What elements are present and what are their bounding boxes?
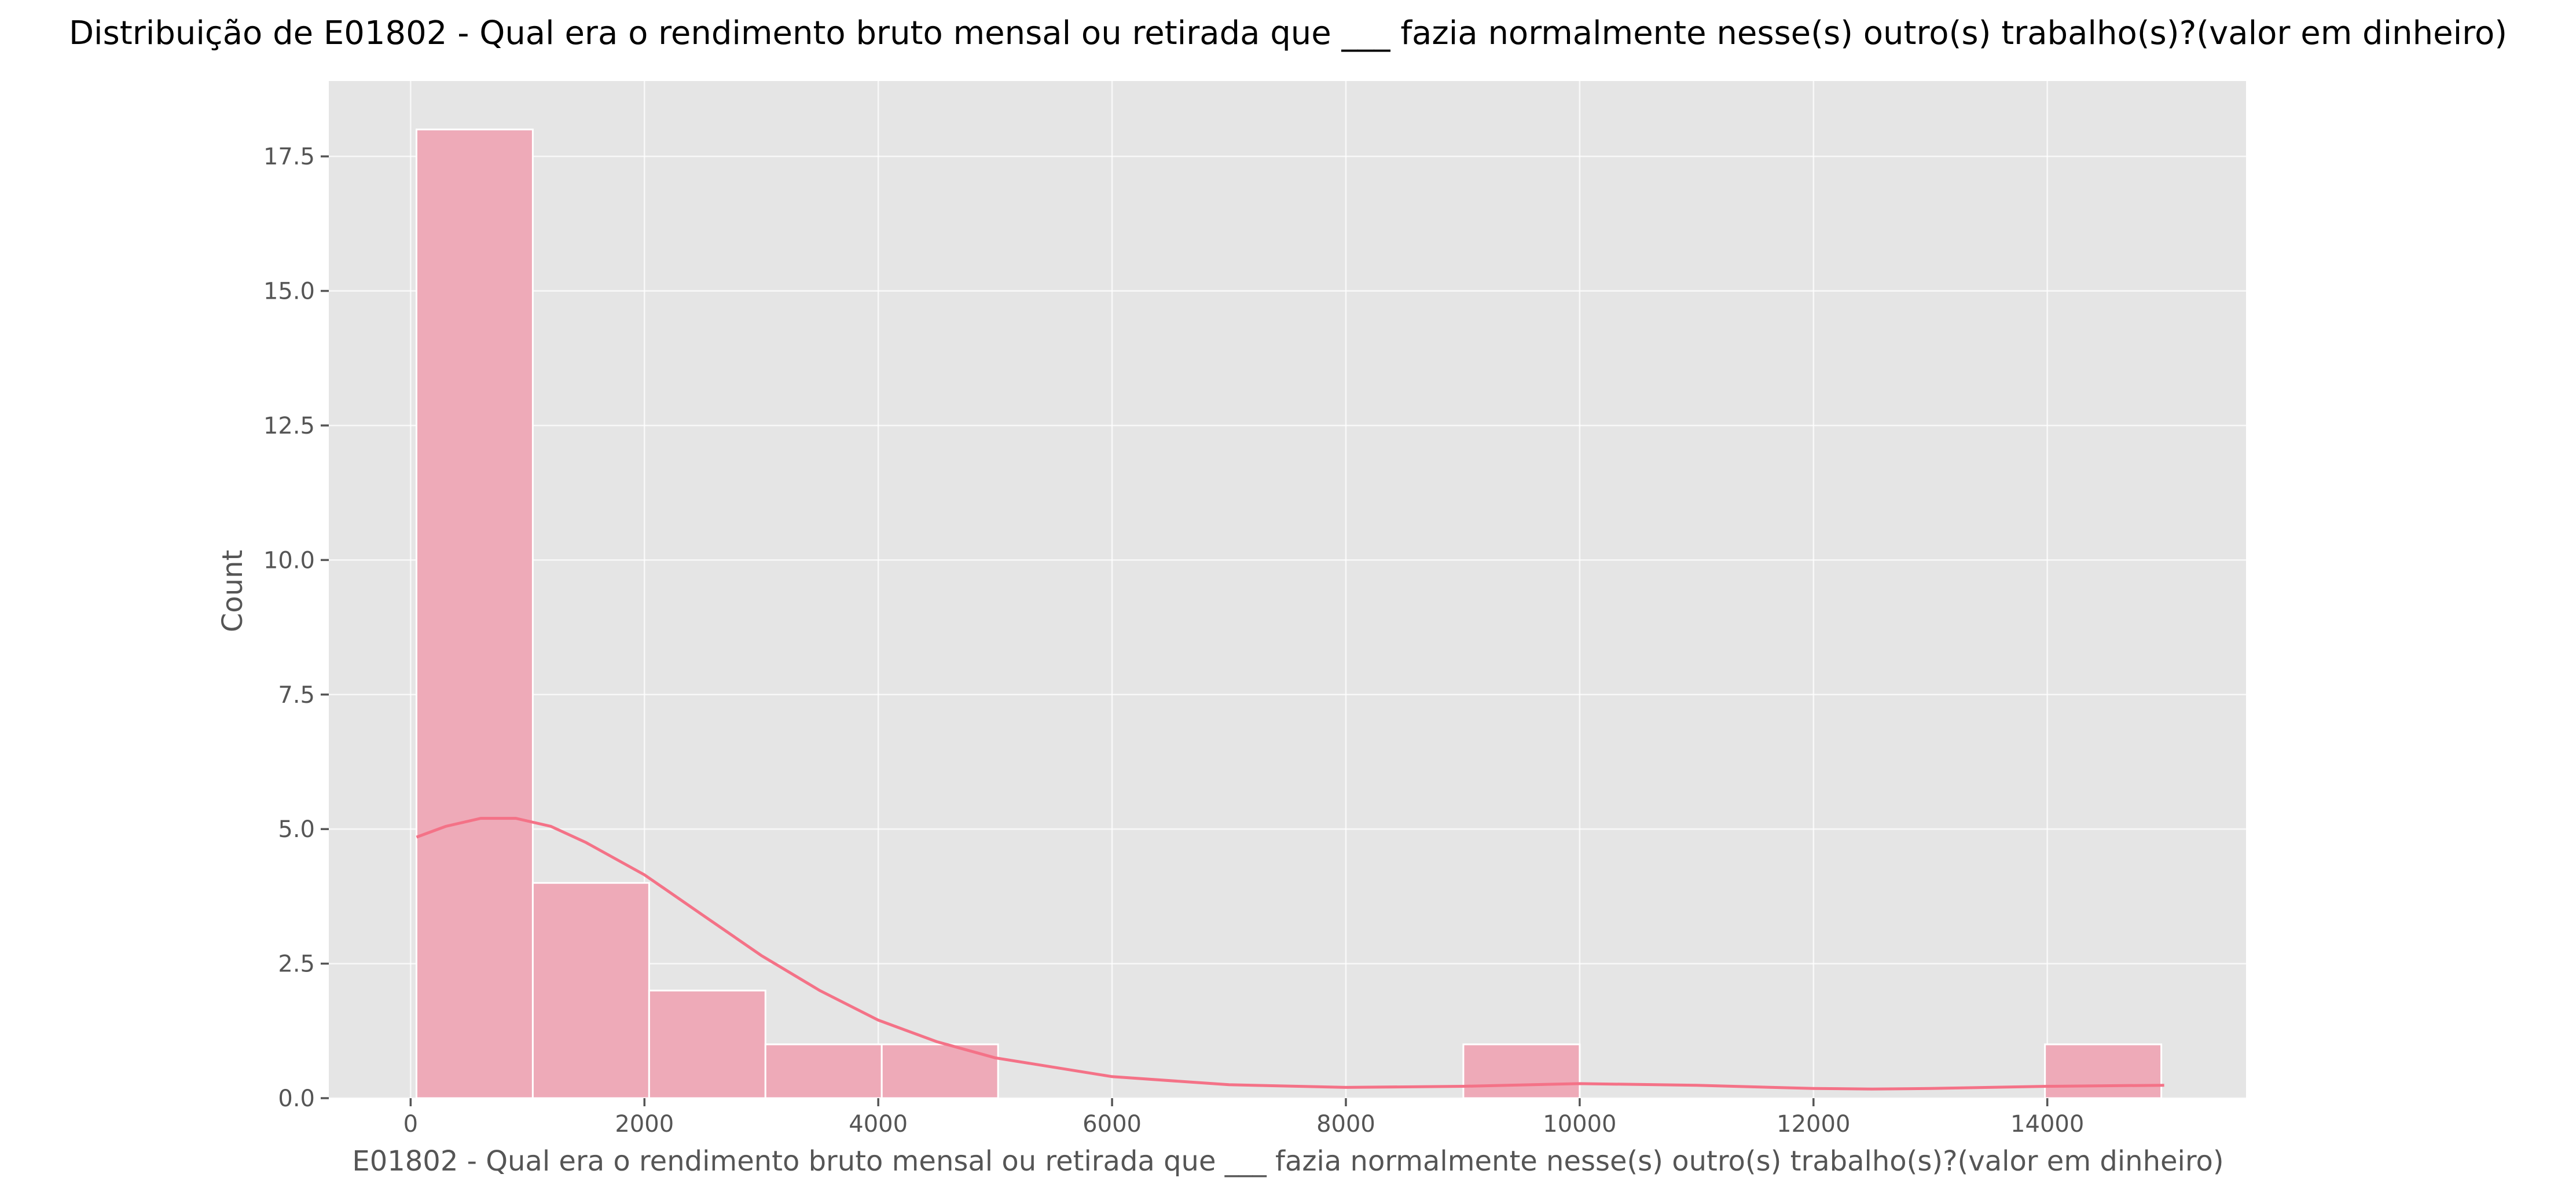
y-tick-label: 5.0 xyxy=(278,816,315,843)
x-tick-label: 14000 xyxy=(2010,1111,2084,1138)
x-tick-label: 0 xyxy=(403,1111,418,1138)
x-axis-ticks: 0 2000 4000 6000 8000 10000 12000 14000 xyxy=(403,1098,2084,1138)
y-axis-label: Count xyxy=(216,550,249,633)
x-tick-label: 2000 xyxy=(615,1111,674,1138)
x-tick-label: 4000 xyxy=(849,1111,908,1138)
x-tick-label: 12000 xyxy=(1777,1111,1850,1138)
x-tick-label: 6000 xyxy=(1082,1111,1142,1138)
histogram-bar xyxy=(1462,1043,1581,1099)
y-tick-label: 15.0 xyxy=(263,278,315,305)
histogram-bar xyxy=(531,882,650,1099)
histogram-bar xyxy=(764,1043,883,1099)
y-tick-label: 10.0 xyxy=(263,547,315,574)
y-tick-label: 0.0 xyxy=(278,1085,315,1112)
x-axis-label: E01802 - Qual era o rendimento bruto men… xyxy=(352,1145,2223,1177)
y-tick-label: 12.5 xyxy=(263,413,315,439)
x-tick-label: 8000 xyxy=(1316,1111,1375,1138)
y-tick-label: 2.5 xyxy=(278,951,315,978)
x-tick-label: 10000 xyxy=(1543,1111,1616,1138)
y-tick-label: 17.5 xyxy=(263,144,315,170)
y-tick-label: 7.5 xyxy=(278,682,315,709)
histogram-bar xyxy=(648,989,766,1099)
chart-title: Distribuição de E01802 - Qual era o rend… xyxy=(69,14,2507,52)
kde-curve xyxy=(416,817,2164,1091)
y-axis-ticks: 0.0 2.5 5.0 7.5 10.0 12.5 15.0 17.5 xyxy=(263,144,329,1112)
histogram-bars xyxy=(415,129,2163,1099)
histogram-bar xyxy=(2044,1043,2163,1099)
histogram-bar xyxy=(415,129,534,1099)
